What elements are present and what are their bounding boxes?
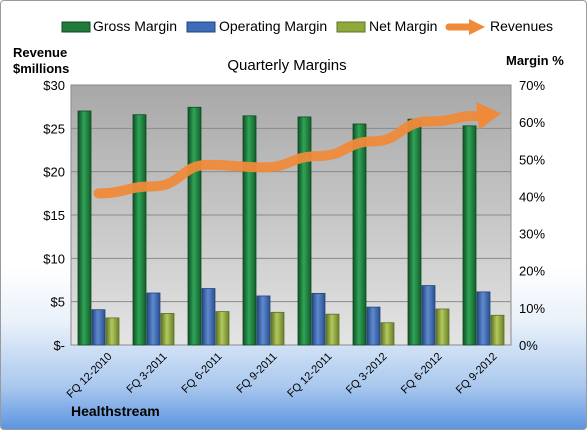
legend-swatch-net-margin <box>336 21 366 33</box>
left-tick-label: $10 <box>43 251 65 266</box>
legend-operating-margin: Operating Margin <box>219 18 327 34</box>
net-margin-bar <box>380 322 395 346</box>
right-tick-label: 70% <box>519 78 545 93</box>
legend-swatch-gross-margin <box>61 21 91 33</box>
operating-margin-bar <box>201 288 216 346</box>
operating-margin-bar <box>421 285 436 346</box>
right-tick-label: 10% <box>519 301 545 316</box>
net-margin-bar <box>105 317 120 346</box>
left-axis-title-line1: Revenue <box>13 45 67 60</box>
x-tick-label: FQ 6-2012 <box>399 351 445 397</box>
chart-title: Quarterly Margins <box>227 57 346 74</box>
left-axis-ticks: $- $5 $10 $15 $20 $25 $30 <box>43 78 65 353</box>
legend-net-margin: Net Margin <box>369 18 437 34</box>
gross-margin-bar <box>77 110 92 346</box>
revenues-line <box>93 102 502 199</box>
bar-series <box>77 106 505 346</box>
right-tick-label: 60% <box>519 115 545 130</box>
net-margin-bar <box>160 313 175 346</box>
left-tick-label: $15 <box>43 208 65 223</box>
x-tick-label: FQ 3-2011 <box>125 351 170 396</box>
gross-margin-bar <box>132 114 147 346</box>
legend-swatch-operating-margin <box>186 21 216 33</box>
x-tick-label: FQ 3-2012 <box>344 351 390 397</box>
operating-margin-bar <box>256 295 271 346</box>
x-axis-ticks: FQ 12-2010 FQ 3-2011 FQ 6-2011 FQ 9-2011 FQ … <box>65 351 500 401</box>
operating-margin-bar <box>91 309 106 346</box>
legend-swatch-revenues <box>445 19 485 35</box>
gross-margin-bar <box>407 118 422 346</box>
operating-margin-bar <box>146 292 161 346</box>
left-tick-label: $5 <box>51 295 65 310</box>
net-margin-bar <box>490 314 505 346</box>
revenues-line-path <box>93 110 483 199</box>
right-tick-label: 30% <box>519 227 545 242</box>
right-tick-label: 40% <box>519 189 545 204</box>
left-tick-label: $30 <box>43 78 65 93</box>
gross-margin-bar <box>297 116 312 346</box>
right-tick-label: 0% <box>519 338 538 353</box>
x-tick-label: FQ 6-2011 <box>180 351 225 396</box>
legend: Gross Margin Operating Margin Net Margin… <box>61 18 553 35</box>
x-tick-label: FQ 9-2011 <box>235 351 280 396</box>
right-tick-label: 20% <box>519 264 545 279</box>
left-tick-label: $20 <box>43 165 65 180</box>
right-axis-ticks: 0% 10% 20% 30% 40% 50% 60% 70% <box>519 78 545 353</box>
left-tick-label: $25 <box>43 121 65 136</box>
operating-margin-bar <box>311 292 326 346</box>
operating-margin-bar <box>476 291 491 346</box>
right-tick-label: 50% <box>519 152 545 167</box>
legend-revenues: Revenues <box>490 18 553 34</box>
right-axis-title: Margin % <box>506 53 564 68</box>
x-tick-label: FQ 12-2010 <box>65 351 115 401</box>
legend-gross-margin: Gross Margin <box>93 18 177 34</box>
x-tick-label: FQ 12-2011 <box>285 351 334 400</box>
net-margin-bar <box>325 313 340 346</box>
x-tick-label: FQ 9-2012 <box>454 351 500 397</box>
gross-margin-bar <box>352 123 367 346</box>
revenues-arrow-head <box>476 102 502 130</box>
net-margin-bar <box>270 311 285 346</box>
net-margin-bar <box>435 308 450 346</box>
gross-margin-bar <box>242 115 257 346</box>
gross-margin-bar <box>187 106 202 346</box>
net-margin-bar <box>215 311 230 346</box>
operating-margin-bar <box>366 306 381 346</box>
gross-margin-bar <box>462 125 477 346</box>
left-axis-title-line2: $millions <box>13 61 69 76</box>
company-label: Healthstream <box>71 403 160 419</box>
left-tick-label: $- <box>53 338 65 353</box>
